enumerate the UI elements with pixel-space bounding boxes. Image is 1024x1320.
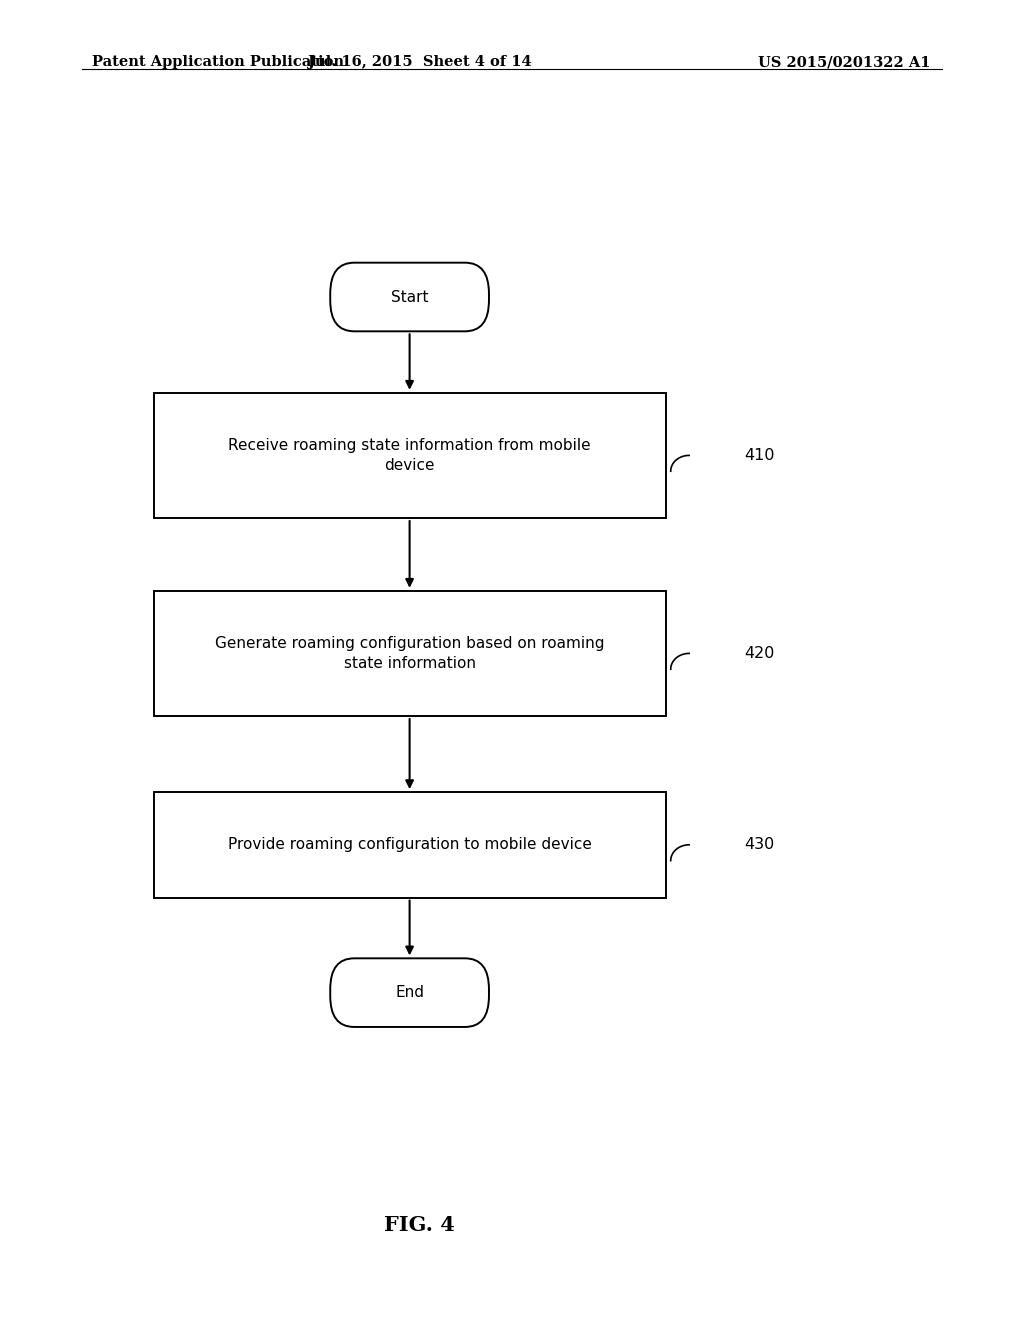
Text: US 2015/0201322 A1: US 2015/0201322 A1 (758, 55, 930, 70)
Text: 420: 420 (744, 645, 775, 661)
Text: Provide roaming configuration to mobile device: Provide roaming configuration to mobile … (227, 837, 592, 853)
Text: Patent Application Publication: Patent Application Publication (92, 55, 344, 70)
FancyBboxPatch shape (154, 591, 666, 715)
FancyBboxPatch shape (154, 792, 666, 898)
Text: End: End (395, 985, 424, 1001)
Text: Generate roaming configuration based on roaming
state information: Generate roaming configuration based on … (215, 636, 604, 671)
FancyBboxPatch shape (330, 958, 489, 1027)
Text: 410: 410 (744, 447, 775, 463)
Text: Start: Start (391, 289, 428, 305)
Text: FIG. 4: FIG. 4 (384, 1214, 456, 1236)
Text: Receive roaming state information from mobile
device: Receive roaming state information from m… (228, 438, 591, 473)
FancyBboxPatch shape (330, 263, 489, 331)
FancyBboxPatch shape (154, 393, 666, 517)
Text: Jul. 16, 2015  Sheet 4 of 14: Jul. 16, 2015 Sheet 4 of 14 (308, 55, 531, 70)
Text: 430: 430 (744, 837, 775, 853)
